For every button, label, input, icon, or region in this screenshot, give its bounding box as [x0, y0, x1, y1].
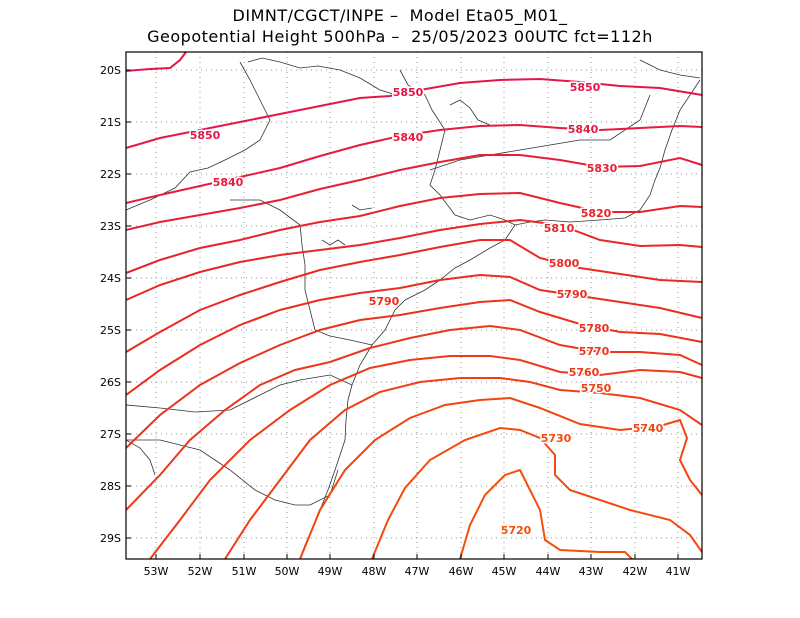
reservoir-2: [321, 239, 346, 246]
x-tick: 52W: [188, 565, 213, 578]
y-tick: 21S: [100, 116, 121, 129]
y-tick: 29S: [100, 532, 121, 545]
contour-5820: [125, 191, 703, 274]
graticule: [126, 52, 702, 559]
border-ba: [639, 59, 701, 79]
x-tick: 43W: [579, 565, 604, 578]
contour-label-5730: 5730: [541, 432, 572, 445]
contour-label-5850: 5850: [190, 129, 221, 142]
contour-label-5850: 5850: [393, 86, 424, 99]
border-sc-rs: [126, 439, 339, 506]
y-axis-ticks: 20S 21S 22S 23S 24S 25S 26S 27S 28S 29S: [100, 64, 121, 545]
contour-label-5790: 5790: [369, 295, 400, 308]
contour-5800: [125, 239, 703, 353]
map-frame: [125, 51, 703, 560]
contour-label-5740: 5740: [633, 422, 664, 435]
x-tick: 47W: [405, 565, 430, 578]
contour-5850: [125, 51, 187, 72]
contour-label-5840: 5840: [213, 176, 244, 189]
contour-5810: [125, 218, 703, 301]
contour-5780: [125, 298, 703, 449]
x-tick: 42W: [623, 565, 648, 578]
contour-5740: [299, 396, 703, 560]
contour-5730: [371, 426, 703, 560]
contour-5770: [125, 324, 703, 511]
y-tick: 28S: [100, 480, 121, 493]
contour-label-5770: 5770: [579, 345, 610, 358]
border-mg-rj: [429, 94, 651, 171]
contour-label-5800: 5800: [549, 257, 580, 270]
x-tick: 44W: [536, 565, 561, 578]
contour-label-5790: 5790: [557, 288, 588, 301]
contour-label-5850: 5850: [570, 81, 601, 94]
contour-5720: [459, 468, 633, 560]
x-tick: 51W: [232, 565, 257, 578]
y-tick: 27S: [100, 428, 121, 441]
border-mg-go: [247, 57, 401, 97]
x-axis-ticks: 53W 52W 51W 50W 49W 48W 47W 46W 45W 44W …: [144, 565, 691, 578]
coastline-north: [399, 69, 701, 226]
contour-label-5820: 5820: [581, 207, 612, 220]
y-tick: 25S: [100, 324, 121, 337]
contour-5750: [224, 377, 703, 560]
coastline-borders: [125, 57, 701, 560]
contour-label-5830: 5830: [587, 162, 618, 175]
border-sp-pr: [230, 199, 316, 331]
y-tick: 20S: [100, 64, 121, 77]
coastline-south: [299, 224, 516, 560]
contour-label-5840: 5840: [568, 123, 599, 136]
contour-label-5810: 5810: [544, 222, 575, 235]
border-pr-sc-east: [314, 329, 373, 346]
border-ms-mg: [125, 61, 271, 211]
x-tick: 41W: [666, 565, 691, 578]
contour-5760: [149, 355, 703, 560]
y-tick: 22S: [100, 168, 121, 181]
contour-label-5760: 5760: [569, 366, 600, 379]
x-tick: 48W: [362, 565, 387, 578]
contour-5850: [125, 77, 703, 149]
contour-labels: 5850 5850 5850 5840 5840 5840 5830 5820 5810 5800…: [188, 80, 665, 539]
x-tick: 53W: [144, 565, 169, 578]
border-argentina: [125, 439, 156, 476]
x-tick: 46W: [449, 565, 474, 578]
x-tick: 50W: [275, 565, 300, 578]
contour-5840: [125, 123, 703, 204]
border-pr-sc: [125, 374, 353, 413]
y-tick: 26S: [100, 376, 121, 389]
contour-label-5720: 5720: [501, 524, 532, 537]
y-tick: 23S: [100, 220, 121, 233]
reservoir-1: [351, 204, 373, 211]
contour-label-5780: 5780: [579, 322, 610, 335]
x-tick: 45W: [492, 565, 517, 578]
y-tick: 24S: [100, 272, 121, 285]
contour-5790: [125, 273, 703, 396]
contour-lines: [125, 51, 703, 560]
map-title-line2: Geopotential Height 500hPa – 25/05/2023 …: [147, 27, 653, 46]
x-tick: 49W: [318, 565, 343, 578]
reservoir-3: [449, 99, 491, 126]
contour-label-5840: 5840: [393, 131, 424, 144]
contour-5830: [125, 154, 703, 231]
map-title-line1: DIMNT/CGCT/INPE – Model Eta05_M01_: [232, 6, 568, 25]
contour-label-5750: 5750: [581, 382, 612, 395]
